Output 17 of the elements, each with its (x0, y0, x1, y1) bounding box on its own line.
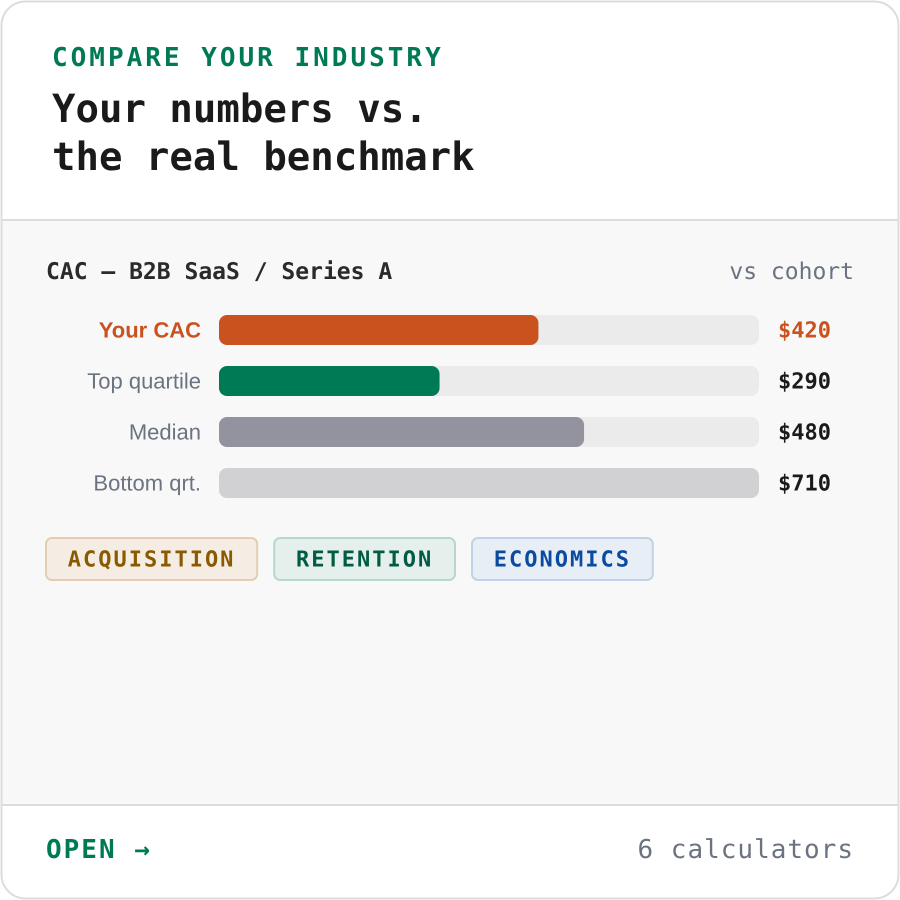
text: 6 calculators (638, 835, 854, 865)
text: RETENTION (296, 548, 434, 573)
chart-title: Your numbers vs. the real benchmark (52, 87, 475, 180)
text: OPEN → (46, 835, 152, 865)
chart-subtitle: COMPARE YOUR INDUSTRY (52, 43, 444, 73)
text: ECONOMICS (494, 548, 632, 573)
text: vs cohort (729, 259, 854, 285)
data-label: $480 (778, 420, 831, 446)
text: ACQUISITION (68, 548, 236, 573)
y-tick-label: Median (128, 420, 201, 445)
y-tick-label: Your CAC (98, 318, 202, 343)
y-tick-label: Bottom qrt. (93, 470, 201, 496)
data-label: $710 (778, 472, 831, 497)
y-axis-title: CAC — B2B SaaS / Series A (46, 259, 392, 285)
data-label: $420 (778, 318, 831, 344)
data-label: $290 (778, 370, 831, 395)
y-tick-label: Top quartile (87, 368, 201, 394)
